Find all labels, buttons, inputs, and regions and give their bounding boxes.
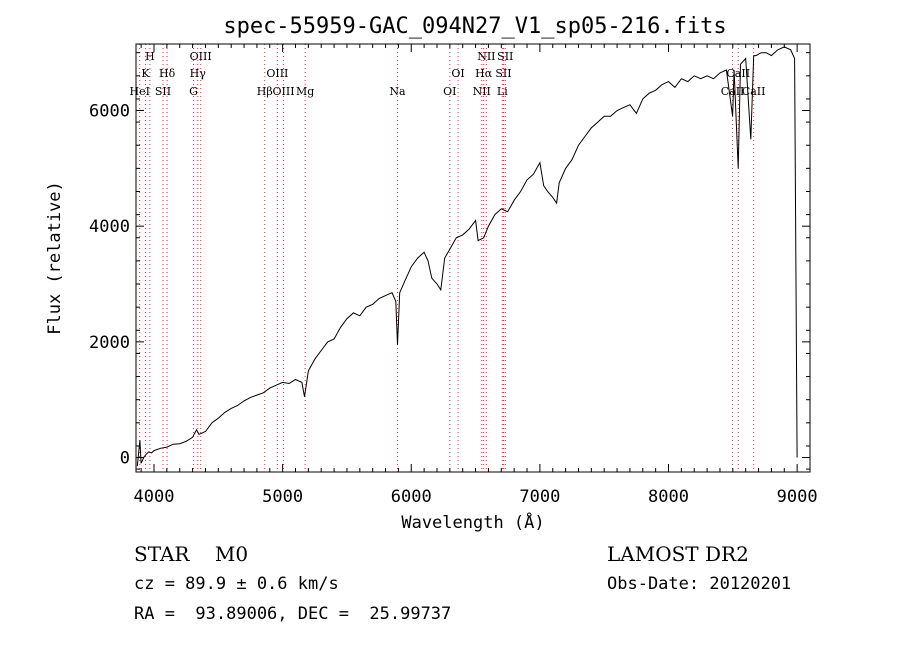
chart-title: spec-55959-GAC_094N27_V1_sp05-216.fits (223, 14, 726, 39)
line-label: OI (443, 85, 456, 98)
line-label: Mg (296, 85, 314, 98)
line-label: Hγ (190, 67, 207, 80)
spectrum-line (136, 46, 798, 467)
x-tick-label: 4000 (134, 487, 175, 507)
line-label: CaII (742, 85, 766, 98)
line-label: Li (497, 85, 508, 98)
line-label: G (189, 85, 198, 98)
line-label: Na (389, 85, 406, 98)
line-label: OIII (190, 50, 212, 63)
spectral-line-markers (139, 44, 755, 472)
line-label: K (141, 67, 150, 80)
y-axis-label: Flux (relative) (45, 181, 65, 335)
line-label: SII (497, 50, 513, 63)
line-label: CaII (721, 85, 745, 98)
y-tick-label: 0 (120, 449, 130, 469)
line-label: OIII (273, 85, 295, 98)
coordinates: RA = 93.89006, DEC = 25.99737 (134, 604, 452, 624)
x-tick-label: 5000 (262, 487, 303, 507)
object-type: STAR M0 (134, 542, 249, 566)
y-tick-label: 4000 (89, 217, 130, 237)
y-tick-label: 2000 (89, 333, 130, 353)
x-tick-label: 6000 (391, 487, 432, 507)
line-label: Hβ (257, 85, 273, 98)
line-label: SII (495, 67, 511, 80)
survey-name: LAMOST DR2 (607, 542, 749, 566)
y-axis-ticks: 0 2000 4000 6000 (89, 52, 810, 470)
line-label: HeI (130, 85, 150, 98)
line-label: Hδ (159, 67, 176, 80)
observation-date: Obs-Date: 20120201 (607, 574, 792, 594)
line-label: OI (451, 67, 464, 80)
plot-frame (135, 43, 811, 473)
x-tick-label: 7000 (519, 487, 560, 507)
line-label: CaII (726, 67, 750, 80)
x-axis-label: Wavelength (Å) (401, 511, 544, 533)
y-tick-label: 6000 (89, 102, 130, 122)
x-tick-label: 8000 (648, 487, 689, 507)
x-tick-label: 9000 (777, 487, 818, 507)
redshift-velocity: cz = 89.9 ± 0.6 km/s (134, 574, 339, 594)
line-label: Hα (475, 67, 493, 80)
line-label: NII (477, 50, 495, 63)
line-label: NII (473, 85, 491, 98)
x-axis-ticks: 4000 5000 6000 7000 8000 9000 (134, 44, 818, 507)
line-label: SII (155, 85, 171, 98)
line-label: OIII (266, 67, 288, 80)
line-label: H (145, 50, 155, 63)
